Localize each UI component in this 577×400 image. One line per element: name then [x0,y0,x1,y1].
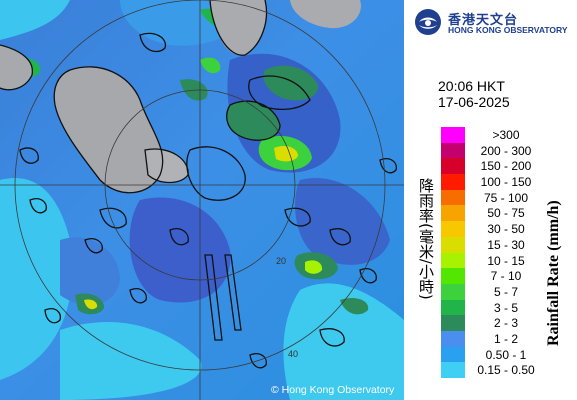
legend-swatch [441,315,465,331]
legend-row: 2 - 3 [441,315,543,331]
legend-swatch [441,158,465,175]
legend-label: 2 - 3 [493,316,518,331]
legend-row: 1 - 2 [441,330,543,347]
legend-swatch [441,142,465,159]
legend-row: 3 - 5 [441,299,543,316]
legend-label: 200 - 300 [480,143,532,158]
legend-label: 7 - 10 [490,269,522,284]
legend-swatch [441,205,465,222]
radar-map[interactable]: 20 40 © Hong Kong Observatory [0,0,404,400]
legend-swatch [441,330,465,347]
legend-label: 30 - 50 [487,222,525,237]
legend-swatch [441,221,465,237]
legend-row: 0.15 - 0.50 [441,362,543,378]
legend-row: 75 - 100 [441,189,543,206]
observation-time: 20:06 HKT [438,78,505,94]
legend-label: 3 - 5 [493,300,518,315]
legend-label: 5 - 7 [493,284,518,299]
radar-image: 20 40 [0,0,404,400]
observation-date: 17-06-2025 [438,94,510,110]
legend-swatch [441,189,465,206]
legend-title-english: Rainfall Rate (mm/h) [545,200,562,346]
legend-label: 15 - 30 [487,237,525,252]
legend-label: 1 - 2 [493,331,518,346]
legend-row: 15 - 30 [441,236,543,253]
logo-chinese-name: 香港天文台 [448,13,519,28]
legend-swatch [441,127,465,143]
legend-label: 150 - 200 [480,159,532,174]
legend-row: 150 - 200 [441,158,543,175]
rainfall-legend: >300 200 - 300 150 - 200 100 - 150 75 - 100 5… [441,127,543,378]
legend-row: 100 - 150 [441,174,543,190]
legend-label: 50 - 75 [487,206,525,221]
legend-title-chinese: 降雨率(毫米/小時) [417,178,435,300]
legend-swatch [441,362,465,378]
legend-swatch [441,299,465,316]
legend-row: 200 - 300 [441,142,543,159]
legend-row: 7 - 10 [441,268,543,284]
hko-emblem-icon [415,9,441,35]
info-panel: 香港天文台 HONG KONG OBSERVATORY 20:06 HKT 17… [404,0,577,400]
legend-row: 10 - 15 [441,252,543,269]
copyright-text: © Hong Kong Observatory [271,384,395,396]
legend-row: 30 - 50 [441,221,543,237]
legend-row: 50 - 75 [441,205,543,222]
legend-swatch [441,268,465,284]
legend-swatch [441,283,465,300]
legend-row: >300 [441,127,543,143]
legend-label: 75 - 100 [483,190,529,205]
legend-label: 0.50 - 1 [485,347,527,362]
legend-row: 0.50 - 1 [441,346,543,363]
legend-label: 100 - 150 [480,175,532,190]
legend-swatch [441,236,465,253]
hko-logo[interactable]: 香港天文台 HONG KONG OBSERVATORY [414,8,574,38]
legend-row: 5 - 7 [441,283,543,300]
legend-label: 10 - 15 [487,253,525,268]
legend-label: >300 [492,128,520,142]
svg-text:20: 20 [276,256,286,266]
legend-swatch [441,252,465,269]
svg-text:40: 40 [288,349,298,359]
legend-swatch [441,174,465,190]
logo-english-name: HONG KONG OBSERVATORY [448,25,568,35]
legend-swatch [441,346,465,363]
legend-label: 0.15 - 0.50 [477,363,535,378]
